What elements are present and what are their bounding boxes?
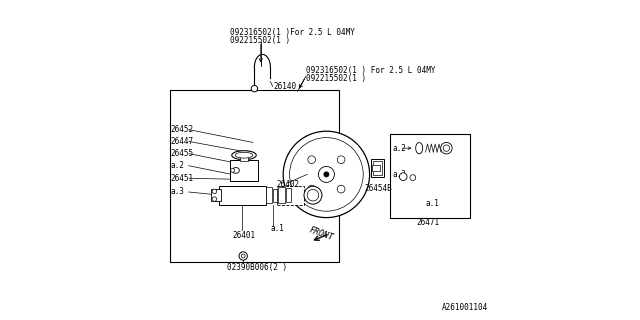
Text: 26451: 26451 — [170, 174, 194, 183]
Text: a.3: a.3 — [393, 170, 407, 179]
Bar — [211, 189, 221, 201]
Bar — [170, 90, 339, 262]
Circle shape — [443, 145, 449, 151]
Text: 092316502(1 )For 2.5 L 04MY: 092316502(1 )For 2.5 L 04MY — [230, 28, 355, 36]
Text: 02390B006(2 ): 02390B006(2 ) — [227, 263, 287, 272]
Circle shape — [308, 185, 316, 193]
Ellipse shape — [231, 168, 234, 172]
Bar — [277, 186, 304, 205]
Bar — [266, 187, 272, 203]
Circle shape — [307, 189, 319, 201]
Circle shape — [440, 142, 452, 154]
Bar — [273, 189, 278, 202]
Bar — [219, 186, 266, 205]
Circle shape — [399, 173, 407, 180]
Circle shape — [212, 189, 216, 194]
Ellipse shape — [416, 143, 423, 154]
Circle shape — [251, 85, 257, 92]
Text: 26140: 26140 — [274, 82, 297, 91]
Circle shape — [283, 131, 370, 218]
Circle shape — [337, 156, 345, 164]
Text: 26447: 26447 — [170, 137, 194, 146]
Text: 26452: 26452 — [170, 125, 194, 134]
Bar — [230, 160, 258, 181]
Bar — [285, 188, 291, 202]
Text: a.3: a.3 — [170, 188, 184, 196]
Bar — [371, 159, 384, 177]
Circle shape — [308, 156, 316, 164]
Bar — [240, 155, 248, 161]
Circle shape — [239, 252, 248, 260]
Bar — [371, 165, 380, 171]
Ellipse shape — [232, 151, 256, 160]
Circle shape — [241, 254, 245, 258]
Text: 092215502(1 ): 092215502(1 ) — [230, 36, 291, 44]
Bar — [390, 134, 470, 218]
Text: A261001104: A261001104 — [442, 303, 488, 312]
Circle shape — [337, 185, 345, 193]
Text: 26401: 26401 — [232, 231, 255, 240]
Text: a.2: a.2 — [170, 161, 184, 170]
Ellipse shape — [232, 168, 239, 173]
Text: FRONT: FRONT — [308, 226, 335, 243]
Text: 092215502(1 ): 092215502(1 ) — [306, 74, 365, 83]
Text: 26471: 26471 — [416, 218, 439, 227]
Bar — [278, 187, 285, 203]
Text: a.1: a.1 — [270, 224, 284, 233]
Ellipse shape — [235, 152, 253, 158]
Circle shape — [410, 175, 416, 180]
Circle shape — [319, 166, 334, 182]
Circle shape — [212, 197, 216, 201]
Circle shape — [324, 172, 329, 177]
Bar — [372, 162, 383, 175]
Text: 092316502(1 ) For 2.5 L 04MY: 092316502(1 ) For 2.5 L 04MY — [306, 66, 435, 75]
Text: a.2: a.2 — [393, 144, 407, 153]
Text: 26454B: 26454B — [364, 184, 392, 193]
Text: a.1: a.1 — [426, 199, 440, 208]
Text: 26455: 26455 — [170, 149, 194, 158]
Circle shape — [304, 186, 322, 204]
Text: 26402: 26402 — [277, 180, 300, 188]
Circle shape — [289, 138, 364, 211]
